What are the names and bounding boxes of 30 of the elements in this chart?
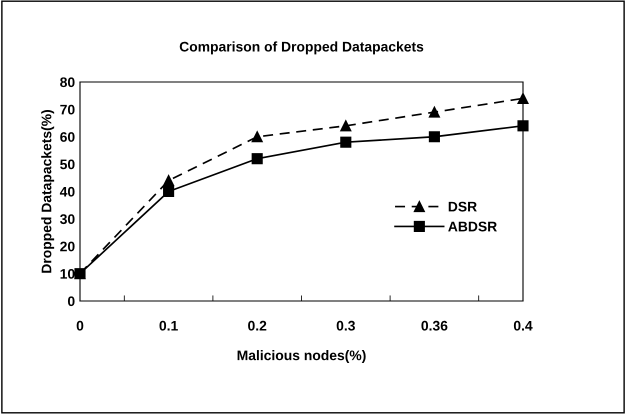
chart-title: Comparison of Dropped Datapackets [180, 41, 424, 54]
x-tick-label: 0 [76, 320, 84, 331]
y-tick-label: 20 [60, 242, 75, 252]
point [517, 120, 529, 132]
point [252, 153, 263, 164]
y-tick-label: 50 [60, 159, 75, 170]
x-tick-label: 0.36 [421, 320, 448, 331]
point [428, 106, 440, 118]
x-axis-title: Malicious nodes(%) [238, 350, 366, 364]
x-tick-label: 0.3 [336, 320, 355, 331]
y-tick-label: 60 [60, 132, 75, 142]
point [340, 136, 352, 148]
y-tick-label: 0 [68, 296, 75, 306]
y-tick-label: 80 [60, 77, 75, 88]
point [163, 174, 174, 186]
legend-label: DSR [448, 202, 477, 212]
point [252, 131, 263, 142]
y-tick-label: 30 [60, 214, 75, 224]
y-tick-label: 40 [60, 186, 75, 197]
y-tick-label: 70 [60, 104, 75, 115]
point [428, 131, 440, 142]
x-tick-label: 0.4 [514, 320, 533, 331]
point [517, 92, 529, 104]
x-tick-label: 0.1 [159, 320, 178, 331]
y-tick-label: 10 [60, 268, 75, 279]
point [163, 186, 174, 198]
y-axis-title: Dropped Datapackets(%) [41, 110, 54, 273]
x-tick-label: 0.2 [248, 320, 266, 331]
point [340, 120, 352, 132]
legend-label: ABDSR [448, 222, 497, 232]
